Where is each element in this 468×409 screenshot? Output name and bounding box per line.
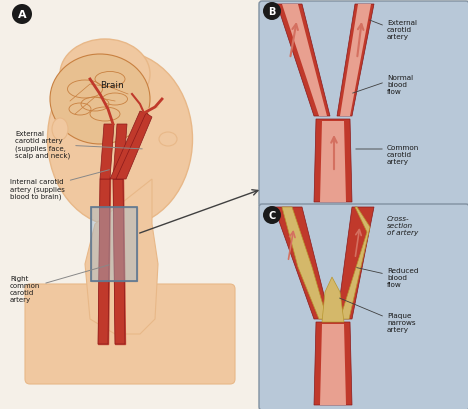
- Text: A: A: [18, 10, 26, 20]
- FancyBboxPatch shape: [259, 2, 468, 207]
- Text: Right
common
carotid
artery: Right common carotid artery: [10, 265, 110, 303]
- Text: External
carotid
artery: External carotid artery: [387, 20, 417, 40]
- Text: Cross-
section
of artery: Cross- section of artery: [387, 216, 418, 236]
- Polygon shape: [98, 180, 110, 344]
- Polygon shape: [340, 5, 371, 117]
- FancyBboxPatch shape: [259, 204, 468, 409]
- Polygon shape: [314, 120, 352, 202]
- Text: C: C: [268, 211, 276, 220]
- Polygon shape: [322, 277, 344, 322]
- Ellipse shape: [47, 52, 192, 227]
- Polygon shape: [274, 207, 330, 319]
- Polygon shape: [320, 122, 346, 202]
- Text: Normal
blood
flow: Normal blood flow: [387, 75, 413, 95]
- FancyBboxPatch shape: [25, 284, 235, 384]
- Polygon shape: [282, 5, 327, 117]
- Text: Internal carotid
artery (supplies
blood to brain): Internal carotid artery (supplies blood …: [10, 170, 110, 200]
- Circle shape: [263, 3, 281, 21]
- Text: Plaque
narrows
artery: Plaque narrows artery: [387, 312, 416, 332]
- Ellipse shape: [52, 119, 68, 141]
- Polygon shape: [340, 207, 370, 319]
- Text: Brain: Brain: [100, 80, 124, 89]
- PathPatch shape: [85, 180, 158, 334]
- FancyBboxPatch shape: [91, 207, 137, 281]
- Polygon shape: [113, 180, 125, 344]
- Ellipse shape: [60, 40, 150, 110]
- Ellipse shape: [159, 133, 177, 147]
- Polygon shape: [116, 114, 152, 180]
- Ellipse shape: [50, 55, 150, 145]
- Text: B: B: [268, 7, 276, 17]
- Text: External
carotid artery
(supplies face,
scalp and neck): External carotid artery (supplies face, …: [15, 131, 142, 159]
- Text: Common
carotid
artery: Common carotid artery: [387, 145, 419, 164]
- Polygon shape: [320, 324, 346, 405]
- Polygon shape: [110, 112, 148, 180]
- Circle shape: [12, 5, 32, 25]
- Polygon shape: [100, 125, 114, 180]
- Polygon shape: [282, 207, 327, 319]
- Polygon shape: [337, 207, 374, 319]
- Circle shape: [263, 207, 281, 225]
- Text: Reduced
blood
flow: Reduced blood flow: [387, 267, 418, 287]
- Polygon shape: [337, 5, 374, 117]
- Polygon shape: [113, 125, 127, 180]
- Polygon shape: [314, 322, 352, 405]
- Polygon shape: [277, 5, 330, 117]
